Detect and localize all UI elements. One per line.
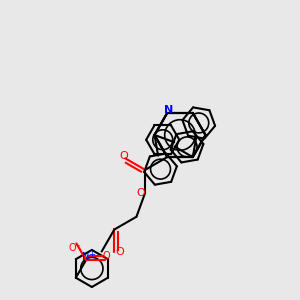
Text: +: + [88,250,95,259]
Text: O: O [103,251,110,262]
Text: O: O [119,151,128,161]
Text: O: O [136,188,145,198]
Text: O: O [116,248,124,257]
Text: N: N [82,252,90,262]
Text: N: N [164,105,173,115]
Text: O⁻: O⁻ [69,243,81,253]
